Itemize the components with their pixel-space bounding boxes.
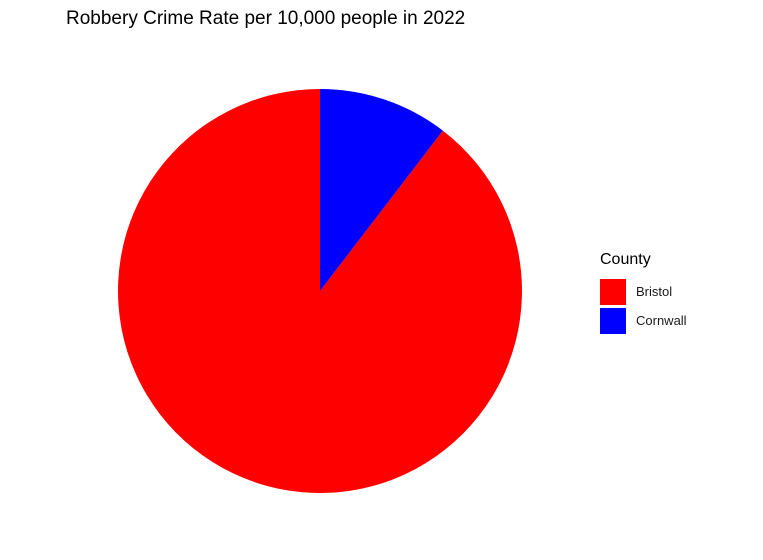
legend: County Bristol Cornwall bbox=[600, 251, 687, 335]
pie-slice-cornwall bbox=[320, 89, 443, 291]
legend-item-bristol: Bristol bbox=[600, 277, 687, 306]
pie-slice-bristol bbox=[118, 89, 523, 494]
legend-item-cornwall: Cornwall bbox=[600, 306, 687, 335]
legend-swatch-cornwall bbox=[600, 307, 626, 334]
legend-swatch-bristol bbox=[600, 278, 626, 305]
legend-label-bristol: Bristol bbox=[636, 284, 673, 299]
chart-title: Robbery Crime Rate per 10,000 people in … bbox=[66, 8, 466, 29]
legend-label-cornwall: Cornwall bbox=[636, 313, 687, 328]
legend-title: County bbox=[600, 251, 651, 268]
